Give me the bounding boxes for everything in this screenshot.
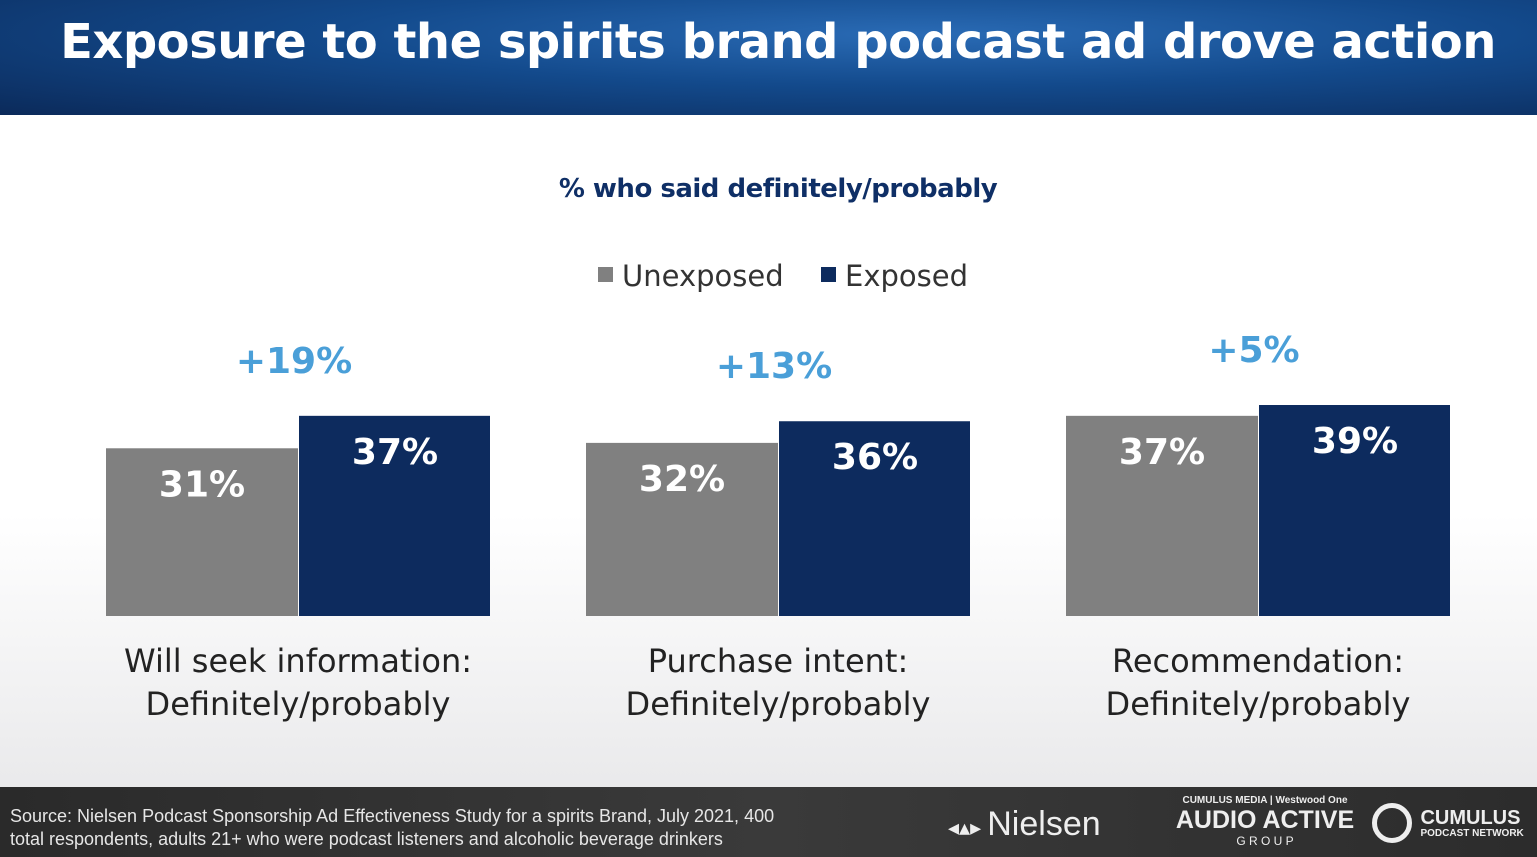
legend-label-exposed: Exposed <box>845 259 968 293</box>
legend-swatch-unexposed <box>598 267 613 282</box>
category-label: Recommendation: <box>1112 642 1404 680</box>
category-label: Will seek information: <box>124 642 472 680</box>
lift-annotation: +13% <box>716 346 832 387</box>
lift-annotation: +5% <box>1208 330 1299 371</box>
cumulus-c-icon <box>1372 803 1412 843</box>
data-label: 32% <box>639 459 725 500</box>
category-label: Definitely/probably <box>626 685 931 723</box>
legend-label-unexposed: Unexposed <box>622 259 784 293</box>
data-label: 36% <box>832 437 918 478</box>
bar-unexposed <box>106 448 298 616</box>
data-label: 37% <box>352 432 438 473</box>
source-line-1: Source: Nielsen Podcast Sponsorship Ad E… <box>10 806 775 826</box>
slide-title: Exposure to the spirits brand podcast ad… <box>60 14 1496 70</box>
source-note: Source: Nielsen Podcast Sponsorship Ad E… <box>10 805 910 851</box>
lift-annotation: +19% <box>236 341 352 382</box>
category-label: Purchase intent: <box>648 642 909 680</box>
data-label: 31% <box>159 464 245 505</box>
category-label: Definitely/probably <box>146 685 451 723</box>
bar-exposed <box>779 421 970 616</box>
header-banner: Exposure to the spirits brand podcast ad… <box>0 0 1537 115</box>
chart-title: % who said definitely/probably <box>558 174 998 204</box>
cumulus-podcast-logo: CUMULUS PODCAST NETWORK <box>1372 803 1524 843</box>
data-label: 39% <box>1312 421 1398 462</box>
source-line-2: total respondents, adults 21+ who were p… <box>10 829 723 849</box>
category-label: Definitely/probably <box>1106 685 1411 723</box>
footer: Source: Nielsen Podcast Sponsorship Ad E… <box>0 787 1537 857</box>
bar-exposed <box>299 415 490 616</box>
bar-exposed <box>1259 405 1450 616</box>
legend-swatch-exposed <box>821 267 836 282</box>
data-label: 37% <box>1119 432 1205 473</box>
nielsen-mark-icon: ◂▴▸ <box>948 815 988 840</box>
audio-active-logo: CUMULUS MEDIA | Westwood One AUDIO ACTIV… <box>1175 795 1355 848</box>
bar-chart: Unexposed Exposed 31% 37% +19% Will seek info… <box>106 259 1450 723</box>
bar-unexposed <box>1066 415 1258 616</box>
nielsen-logo: ◂▴▸ Nielsen <box>948 805 1101 843</box>
bar-unexposed <box>586 442 778 616</box>
